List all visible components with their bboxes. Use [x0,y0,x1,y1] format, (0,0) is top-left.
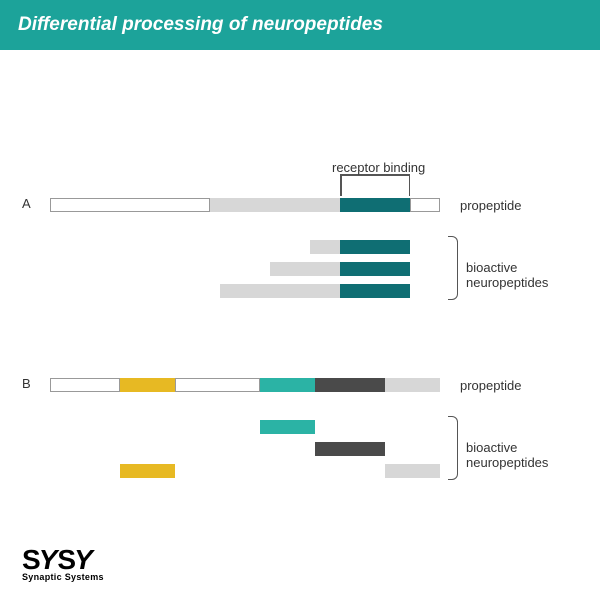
panel-b-label: B [22,376,31,391]
segment-bar [270,262,340,276]
segment-bar [120,464,175,478]
propeptide-label: propeptide [460,198,521,213]
propeptide-label: propeptide [460,378,521,393]
bioactive-label: bioactive neuropeptides [466,440,600,470]
segment-bar [340,284,410,298]
logo-subtitle: Synaptic Systems [22,572,104,582]
segment-bar [340,262,410,276]
segment-bar [310,240,340,254]
bioactive-label: bioactive neuropeptides [466,260,600,290]
segment-bar [340,198,410,212]
segment-bar [120,378,175,392]
segment-bar [410,198,440,212]
company-logo: SYSY Synaptic Systems [22,544,104,582]
segment-bar [260,378,315,392]
receptor-bracket [340,174,410,196]
segment-bar [175,378,260,392]
segment-bar [385,464,440,478]
page-title: Differential processing of neuropeptides [18,14,582,36]
segment-bar [315,378,385,392]
panel-a-label: A [22,196,31,211]
brace-icon [448,416,458,480]
segment-bar [220,284,340,298]
segment-bar [315,442,385,456]
receptor-binding-label: receptor binding [332,160,425,175]
segment-bar [340,240,410,254]
segment-bar [385,378,440,392]
brace-icon [448,236,458,300]
segment-bar [210,198,340,212]
segment-bar [50,198,210,212]
segment-bar [50,378,120,392]
segment-bar [260,420,315,434]
header-bar: Differential processing of neuropeptides [0,0,600,50]
